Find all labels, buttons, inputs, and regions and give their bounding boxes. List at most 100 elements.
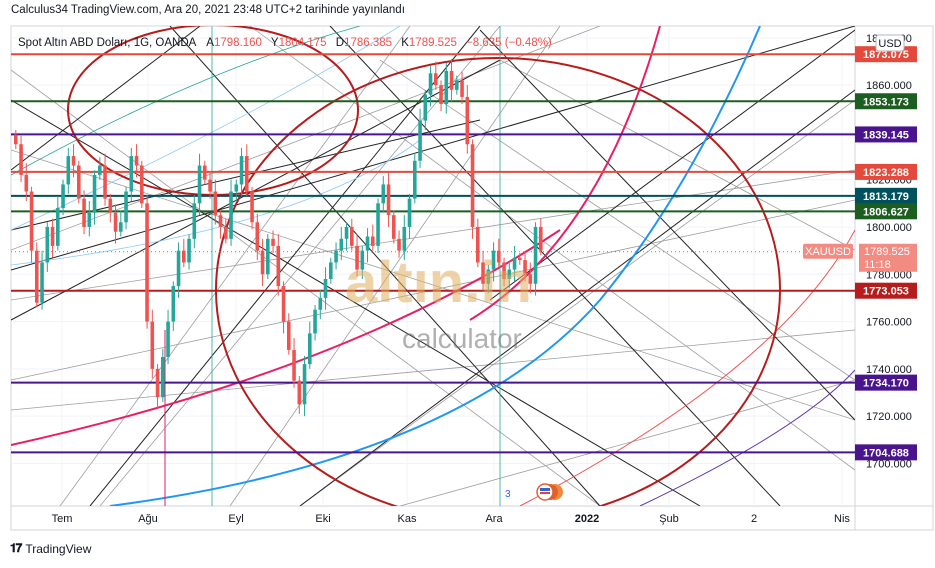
level-tag-box (855, 203, 917, 220)
publish-line: Calculus34 TradingView.com, Ara 20, 2021… (11, 4, 405, 16)
currency-badge-text: USD (878, 38, 901, 50)
candle-body (140, 165, 144, 204)
candle-body (61, 184, 65, 209)
candle-body (50, 226, 55, 246)
candle-body (407, 198, 412, 227)
candle-body (35, 250, 39, 303)
light-blue-arc (11, 26, 401, 231)
candle-body (339, 238, 344, 251)
candle-body (14, 134, 18, 145)
candle-body (539, 226, 543, 251)
candle-body (45, 226, 50, 263)
legend: Spot Altın ABD Doları, 1G, OANDA A1798.1… (18, 37, 552, 49)
candle-body (439, 85, 443, 105)
candle-body (145, 203, 149, 322)
candle-body (281, 286, 286, 322)
level-tag-label: 1839.145 (863, 129, 909, 141)
candle-body (297, 380, 302, 405)
candle-body (434, 73, 438, 86)
candle-body (444, 70, 449, 105)
candle-body (255, 222, 260, 251)
candle-body (250, 191, 254, 223)
candle-body (192, 203, 197, 239)
pink-arc-1 (11, 229, 561, 446)
pink-arc-2 (469, 26, 661, 321)
x-tick-label: Kas (398, 513, 417, 525)
candle-body (224, 226, 228, 239)
x-axis[interactable]: Tem Ağu Eyl Eki Kas Ara 2022 Şub 2 Nis (52, 513, 851, 525)
candle-body (187, 238, 191, 263)
candle-body (518, 257, 522, 261)
last-price-tag: XAUUSD 1789.525 11:18 (803, 243, 917, 272)
level-tag-label: 1773.053 (863, 286, 909, 298)
watermark-sub: calculator (402, 323, 522, 354)
candle-body (476, 226, 480, 263)
x-tick-label: Ağu (138, 513, 158, 525)
candle-body (470, 144, 475, 227)
candle-body (323, 279, 328, 298)
candle-body (465, 96, 470, 145)
candle-body (507, 269, 512, 280)
candle-body (234, 184, 239, 192)
candle-body (182, 250, 186, 263)
y-tick-label: 1720.000 (866, 411, 912, 423)
candle-body (365, 236, 370, 251)
horizontal-levels[interactable] (11, 53, 855, 454)
candle-body (77, 165, 81, 199)
candle-body (266, 238, 270, 275)
x-tick-label: Eyl (228, 513, 243, 525)
candle-body (376, 203, 380, 246)
candle-body (318, 297, 323, 310)
x-tick-label: 2 (751, 513, 757, 525)
candle-body (129, 156, 134, 192)
x-tick-label: 2022 (575, 513, 599, 525)
candle-body (239, 156, 244, 185)
candle-body (334, 250, 338, 263)
purple-arc (639, 369, 855, 506)
candle-body (271, 238, 275, 246)
candle-body (260, 250, 265, 275)
candle-body (397, 238, 401, 251)
candle-body (344, 226, 349, 239)
candle-body (355, 245, 359, 270)
currency-badge[interactable]: USD (875, 34, 905, 52)
candle-body (155, 368, 160, 398)
x-tick-label: Tem (52, 513, 73, 525)
candle-body (108, 198, 113, 213)
blue-arc (109, 26, 761, 506)
y-tick-label: 1760.000 (866, 317, 912, 329)
candle-body (218, 215, 223, 227)
candle-body (19, 144, 23, 175)
candle-body (87, 212, 92, 227)
flag-icon[interactable] (536, 483, 563, 501)
event-marker[interactable]: 3 (505, 489, 511, 500)
candle-body (449, 70, 454, 90)
candle-body (413, 160, 417, 199)
candles (14, 59, 543, 417)
candle-body (460, 80, 464, 97)
candle-body (308, 333, 312, 365)
y-tick-label: 1740.000 (866, 364, 912, 376)
candle-body (455, 80, 459, 90)
y-tick-label: 1780.000 (866, 269, 912, 281)
x-tick-label: Nis (834, 513, 850, 525)
candle-body (423, 94, 428, 121)
candle-body (523, 260, 527, 275)
level-tag-box (855, 444, 917, 461)
candle-body (497, 250, 501, 263)
candle-body (71, 156, 76, 166)
candle-body (124, 191, 128, 223)
level-tag-box (855, 126, 917, 143)
candle-body (176, 250, 181, 287)
level-tag-box (855, 282, 917, 299)
candle-body (418, 120, 422, 161)
last-price-countdown: 11:18 (864, 259, 891, 271)
level-tag-box (855, 374, 917, 391)
candle-body (113, 212, 118, 232)
candle-body (528, 274, 533, 284)
candle-body (371, 236, 375, 246)
teal-arc (11, 26, 361, 176)
y-tick-label: 1700.000 (866, 458, 912, 470)
watermark: altın.in calculator (345, 250, 532, 354)
